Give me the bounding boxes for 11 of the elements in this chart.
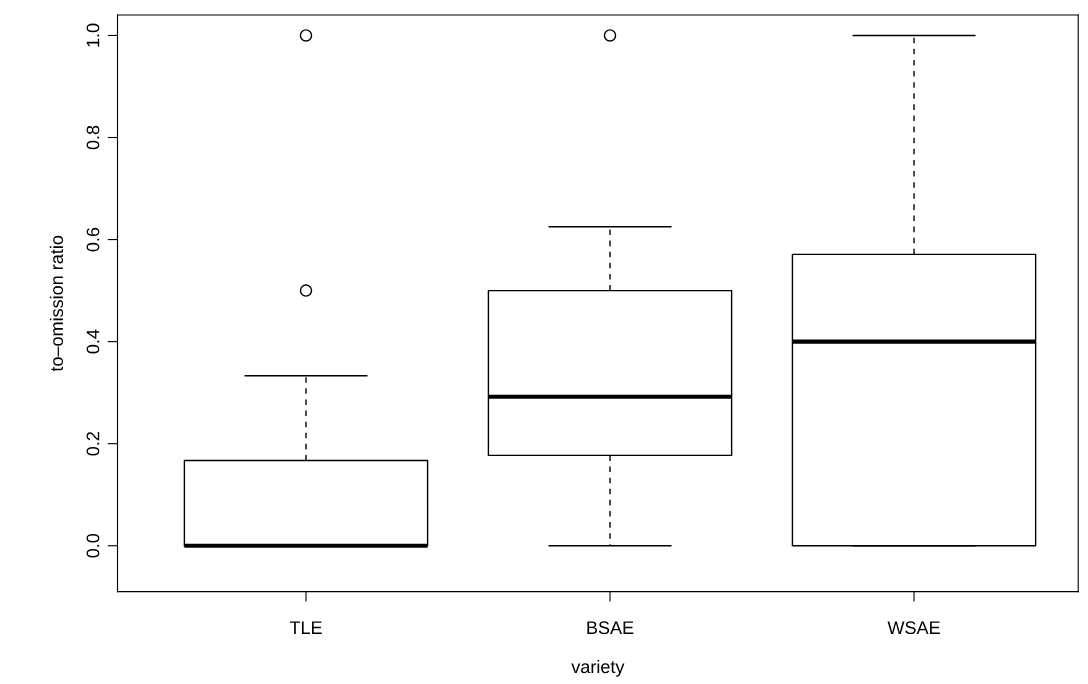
x-tick-label: WSAE (887, 621, 940, 635)
y-tick-label: 0.6 (86, 227, 100, 252)
x-tick-label: TLE (289, 621, 322, 634)
x-tick-label: BSAE (587, 621, 634, 635)
y-tick-label: 0.0 (86, 533, 100, 558)
y-tick-label: 0.2 (86, 432, 100, 456)
y-tick-label: 1.0 (86, 23, 100, 47)
y-axis-title: to–omission ratio (49, 235, 64, 372)
y-tick-label: 0.8 (86, 125, 100, 150)
y-tick-label: 0.4 (86, 329, 100, 354)
x-axis-title: variety (571, 659, 625, 677)
